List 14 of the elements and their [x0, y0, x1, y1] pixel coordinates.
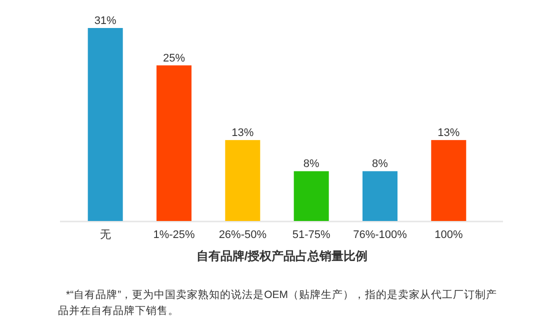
x-tick-label: 26%-50%	[218, 229, 267, 241]
x-tick-label: 76%-100%	[353, 229, 408, 241]
data-label: 31%	[94, 15, 117, 27]
data-label: 13%	[438, 127, 460, 140]
data-label: 25%	[162, 52, 186, 64]
x-tick-label: 无	[100, 229, 111, 241]
x-axis-title: 自有品牌/授权产品占总销量比例	[196, 249, 368, 263]
data-label: 13%	[232, 127, 254, 140]
text: *“自有品牌”，更为中国卖家熟知的说法是OEM（贴牌生产），指的是卖家从代工厂订制产品并在自有品牌下销售。	[58, 288, 498, 319]
data-label: 8%	[303, 158, 320, 170]
x-tick-label: 1%-25%	[153, 229, 196, 241]
data-label: 8%	[372, 158, 388, 170]
x-tick-label: 100%	[434, 229, 463, 241]
x-tick-label: 51-75%	[292, 229, 331, 241]
